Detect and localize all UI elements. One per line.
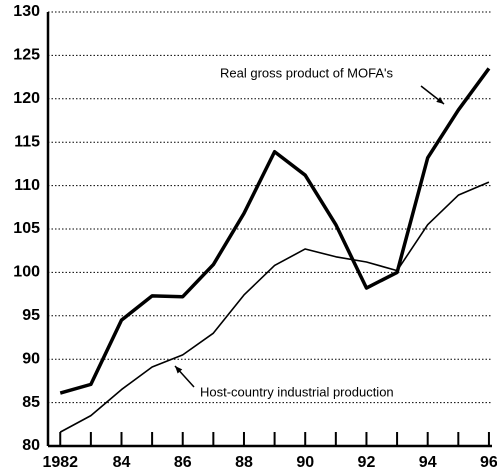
x-tick-label: 86 — [174, 454, 192, 471]
series-line — [59, 67, 491, 395]
x-tick-label: 1982 — [42, 454, 78, 471]
y-tick-label: 130 — [13, 3, 40, 20]
x-tick-label: 94 — [419, 454, 437, 471]
series-line — [59, 181, 490, 433]
y-tick-label: 100 — [13, 264, 40, 281]
y-tick-label: 95 — [22, 307, 40, 324]
x-tick-label: 84 — [113, 454, 131, 471]
arrow-head — [175, 366, 183, 374]
x-tick-label: 88 — [235, 454, 253, 471]
y-tick-label: 85 — [22, 394, 40, 411]
y-tick-label: 120 — [13, 90, 40, 107]
arrow-head — [436, 97, 444, 104]
y-tick-label: 115 — [14, 133, 40, 150]
y-tick-label: 110 — [14, 177, 40, 194]
series-label: Real gross product of MOFA's — [220, 65, 393, 80]
x-tick-label: 96 — [480, 454, 497, 471]
y-tick-label: 80 — [22, 437, 40, 454]
y-tick-label: 90 — [22, 350, 40, 367]
y-tick-label: 125 — [13, 47, 40, 64]
series-label: Host-country industrial production — [200, 384, 394, 399]
x-tick-label: 92 — [358, 454, 376, 471]
x-tick-label: 90 — [296, 454, 314, 471]
y-tick-label: 105 — [13, 220, 40, 237]
